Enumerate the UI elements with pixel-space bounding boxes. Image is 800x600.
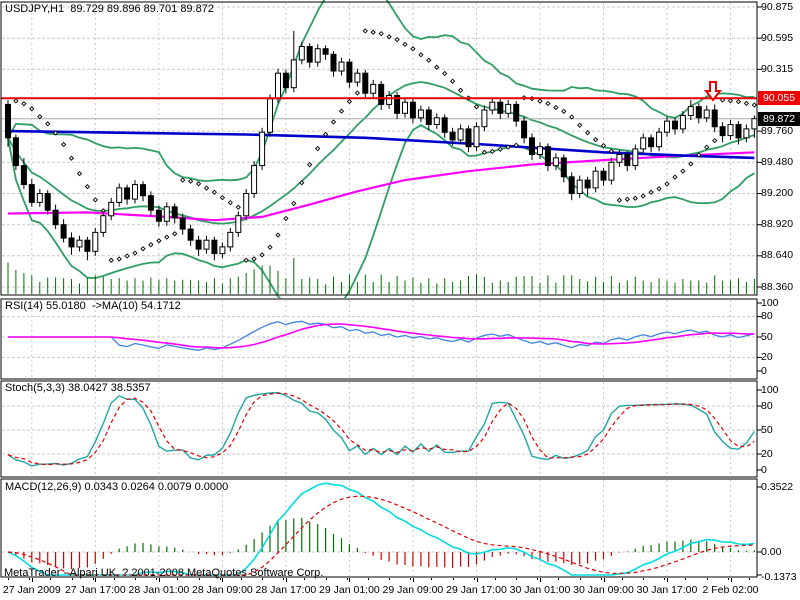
time-minor-tick bbox=[325, 578, 327, 580]
time-minor-tick bbox=[558, 578, 560, 580]
time-minor-tick bbox=[600, 578, 602, 580]
axis-label: 0 bbox=[761, 364, 767, 377]
time-minor-tick bbox=[304, 578, 306, 580]
rsi-label: RSI(14) 55.0180 ->MA(10) 54.1712 bbox=[5, 300, 181, 312]
time-tick bbox=[412, 578, 414, 582]
symbol-title: USDJPY,H1 89.729 89.896 89.701 89.872 bbox=[5, 3, 214, 15]
axis-label: 80 bbox=[761, 399, 773, 412]
time-minor-tick bbox=[29, 578, 31, 580]
stochastic-label: Stoch(5,3,3) 38.0427 38.5357 bbox=[5, 382, 151, 394]
time-minor-tick bbox=[240, 578, 242, 580]
time-minor-tick bbox=[452, 578, 454, 580]
time-minor-tick bbox=[706, 578, 708, 580]
axis-label: 50 bbox=[761, 330, 773, 343]
time-minor-tick bbox=[685, 578, 687, 580]
time-minor-tick bbox=[135, 578, 136, 580]
axis-label: 100 bbox=[761, 296, 779, 309]
time-minor-tick bbox=[621, 578, 623, 580]
time-minor-tick bbox=[177, 578, 179, 580]
time-minor-tick bbox=[92, 578, 94, 580]
axis-label: 50 bbox=[761, 423, 773, 436]
macd-label: MACD(12,26,9) 0.0343 0.0264 0.0079 0.000… bbox=[5, 481, 229, 493]
time-label: 29 Jan 17:00 bbox=[446, 584, 507, 596]
axis-label: 0.3522 bbox=[761, 480, 794, 493]
bid-price-badge: 89.872 bbox=[758, 112, 800, 126]
time-minor-tick bbox=[431, 578, 433, 580]
time-minor-tick bbox=[367, 578, 369, 580]
time-minor-tick bbox=[579, 578, 581, 580]
time-minor-tick bbox=[643, 578, 645, 580]
time-tick bbox=[222, 578, 224, 582]
time-label: 27 Jan 17:00 bbox=[64, 584, 126, 596]
time-tick bbox=[31, 578, 33, 582]
axis-label: 0.00 bbox=[761, 545, 782, 558]
time-minor-tick bbox=[516, 578, 518, 580]
time-minor-tick bbox=[389, 578, 391, 580]
main-chart-canvas[interactable] bbox=[0, 0, 800, 298]
time-minor-tick bbox=[156, 578, 158, 580]
time-label: 30 Jan 17:00 bbox=[636, 584, 698, 596]
macd-canvas[interactable] bbox=[0, 478, 800, 578]
time-label: 30 Jan 01:00 bbox=[509, 584, 571, 596]
time-minor-tick bbox=[346, 578, 348, 580]
time-tick bbox=[540, 578, 541, 582]
time-minor-tick bbox=[410, 578, 412, 580]
time-tick bbox=[730, 578, 732, 582]
time-minor-tick bbox=[283, 578, 285, 580]
time-minor-tick bbox=[748, 578, 750, 580]
time-tick bbox=[95, 578, 97, 582]
time-tick bbox=[667, 578, 668, 582]
time-minor-tick bbox=[8, 578, 9, 580]
time-label: 29 Jan 09:00 bbox=[382, 584, 444, 596]
axis-label: 90.315 bbox=[761, 62, 794, 75]
time-tick bbox=[603, 578, 605, 582]
axis-label: 89.760 bbox=[761, 124, 794, 137]
time-minor-tick bbox=[494, 578, 496, 580]
axis-label: 0 bbox=[761, 463, 767, 476]
time-minor-tick bbox=[219, 578, 221, 580]
time-label: 29 Jan 01:00 bbox=[319, 584, 380, 596]
time-label: 2 Feb 02:00 bbox=[702, 584, 759, 596]
time-tick bbox=[349, 578, 351, 582]
resistance-price-badge: 90.055 bbox=[758, 91, 800, 105]
time-label: 27 Jan 2009 bbox=[2, 584, 61, 596]
axis-label: 89.480 bbox=[761, 155, 794, 168]
axis-label: 100 bbox=[761, 383, 779, 396]
time-label: 28 Jan 17:00 bbox=[255, 584, 317, 596]
time-tick bbox=[158, 578, 160, 582]
time-minor-tick bbox=[727, 578, 729, 580]
time-minor-tick bbox=[262, 578, 263, 580]
time-tick bbox=[476, 578, 478, 582]
axis-label: 88.920 bbox=[761, 218, 794, 231]
time-minor-tick bbox=[537, 578, 539, 580]
time-minor-tick bbox=[113, 578, 115, 580]
axis-label: 20 bbox=[761, 447, 773, 460]
axis-label: 88.640 bbox=[761, 249, 794, 262]
axis-label: 80 bbox=[761, 310, 773, 323]
time-label: 28 Jan 09:00 bbox=[192, 584, 253, 596]
time-label: 28 Jan 01:00 bbox=[128, 584, 190, 596]
time-minor-tick bbox=[50, 578, 52, 580]
time-minor-tick bbox=[71, 578, 73, 580]
stochastic-canvas[interactable] bbox=[0, 380, 800, 478]
rsi-canvas[interactable] bbox=[0, 298, 800, 380]
time-minor-tick bbox=[473, 578, 475, 580]
axis-label: -0.1373 bbox=[761, 570, 797, 583]
time-minor-tick bbox=[664, 578, 666, 580]
axis-label: 89.200 bbox=[761, 187, 794, 199]
axis-label: 90.595 bbox=[761, 31, 794, 44]
axis-label: 90.875 bbox=[761, 0, 794, 13]
time-label: 30 Jan 09:00 bbox=[573, 584, 634, 596]
time-tick bbox=[285, 578, 287, 582]
axis-label: 20 bbox=[761, 350, 773, 363]
axis-label: 88.360 bbox=[761, 280, 794, 293]
time-minor-tick bbox=[198, 578, 200, 580]
status-bar-text: MetaTrader - Alpari UK, ? 2001-2008 Meta… bbox=[4, 567, 324, 579]
time-axis[interactable]: 27 Jan 2009 27 Jan 17:00 28 Jan 01:00 28 Ja… bbox=[0, 578, 800, 600]
